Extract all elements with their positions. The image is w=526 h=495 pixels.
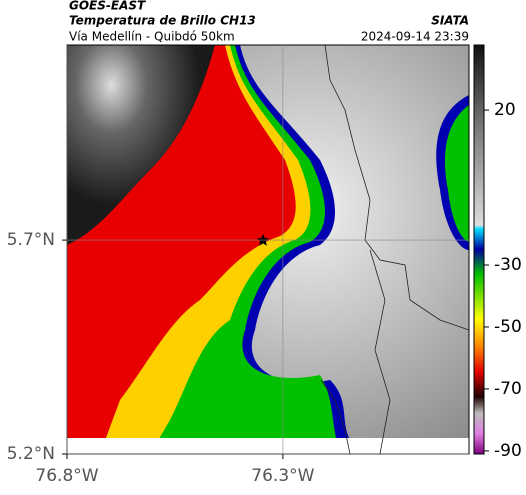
- x-tick-label: 76.3°W: [251, 466, 314, 486]
- colorbar-tick-label: -70: [494, 379, 522, 399]
- colorbar-tick-label: -90: [494, 441, 522, 461]
- x-tick-label: 76.8°W: [35, 466, 98, 486]
- datetime: 2024-09-14 23:39: [361, 30, 469, 44]
- y-tick-label: 5.7°N: [7, 230, 55, 250]
- colorbar-tick-label: 20: [494, 100, 516, 120]
- colorbar-tick-label: -50: [494, 317, 522, 337]
- y-tick-label: 5.2°N: [7, 444, 55, 464]
- title: GOES-EAST: [69, 0, 146, 13]
- colorbar: [473, 44, 485, 455]
- subtitle: Temperatura de Brillo CH13: [69, 14, 256, 28]
- satellite-image: [67, 45, 469, 454]
- location: Vía Medellín - Quibdó 50km: [69, 30, 235, 44]
- colorbar-tick-label: -30: [494, 255, 522, 275]
- source: SIATA: [431, 14, 469, 28]
